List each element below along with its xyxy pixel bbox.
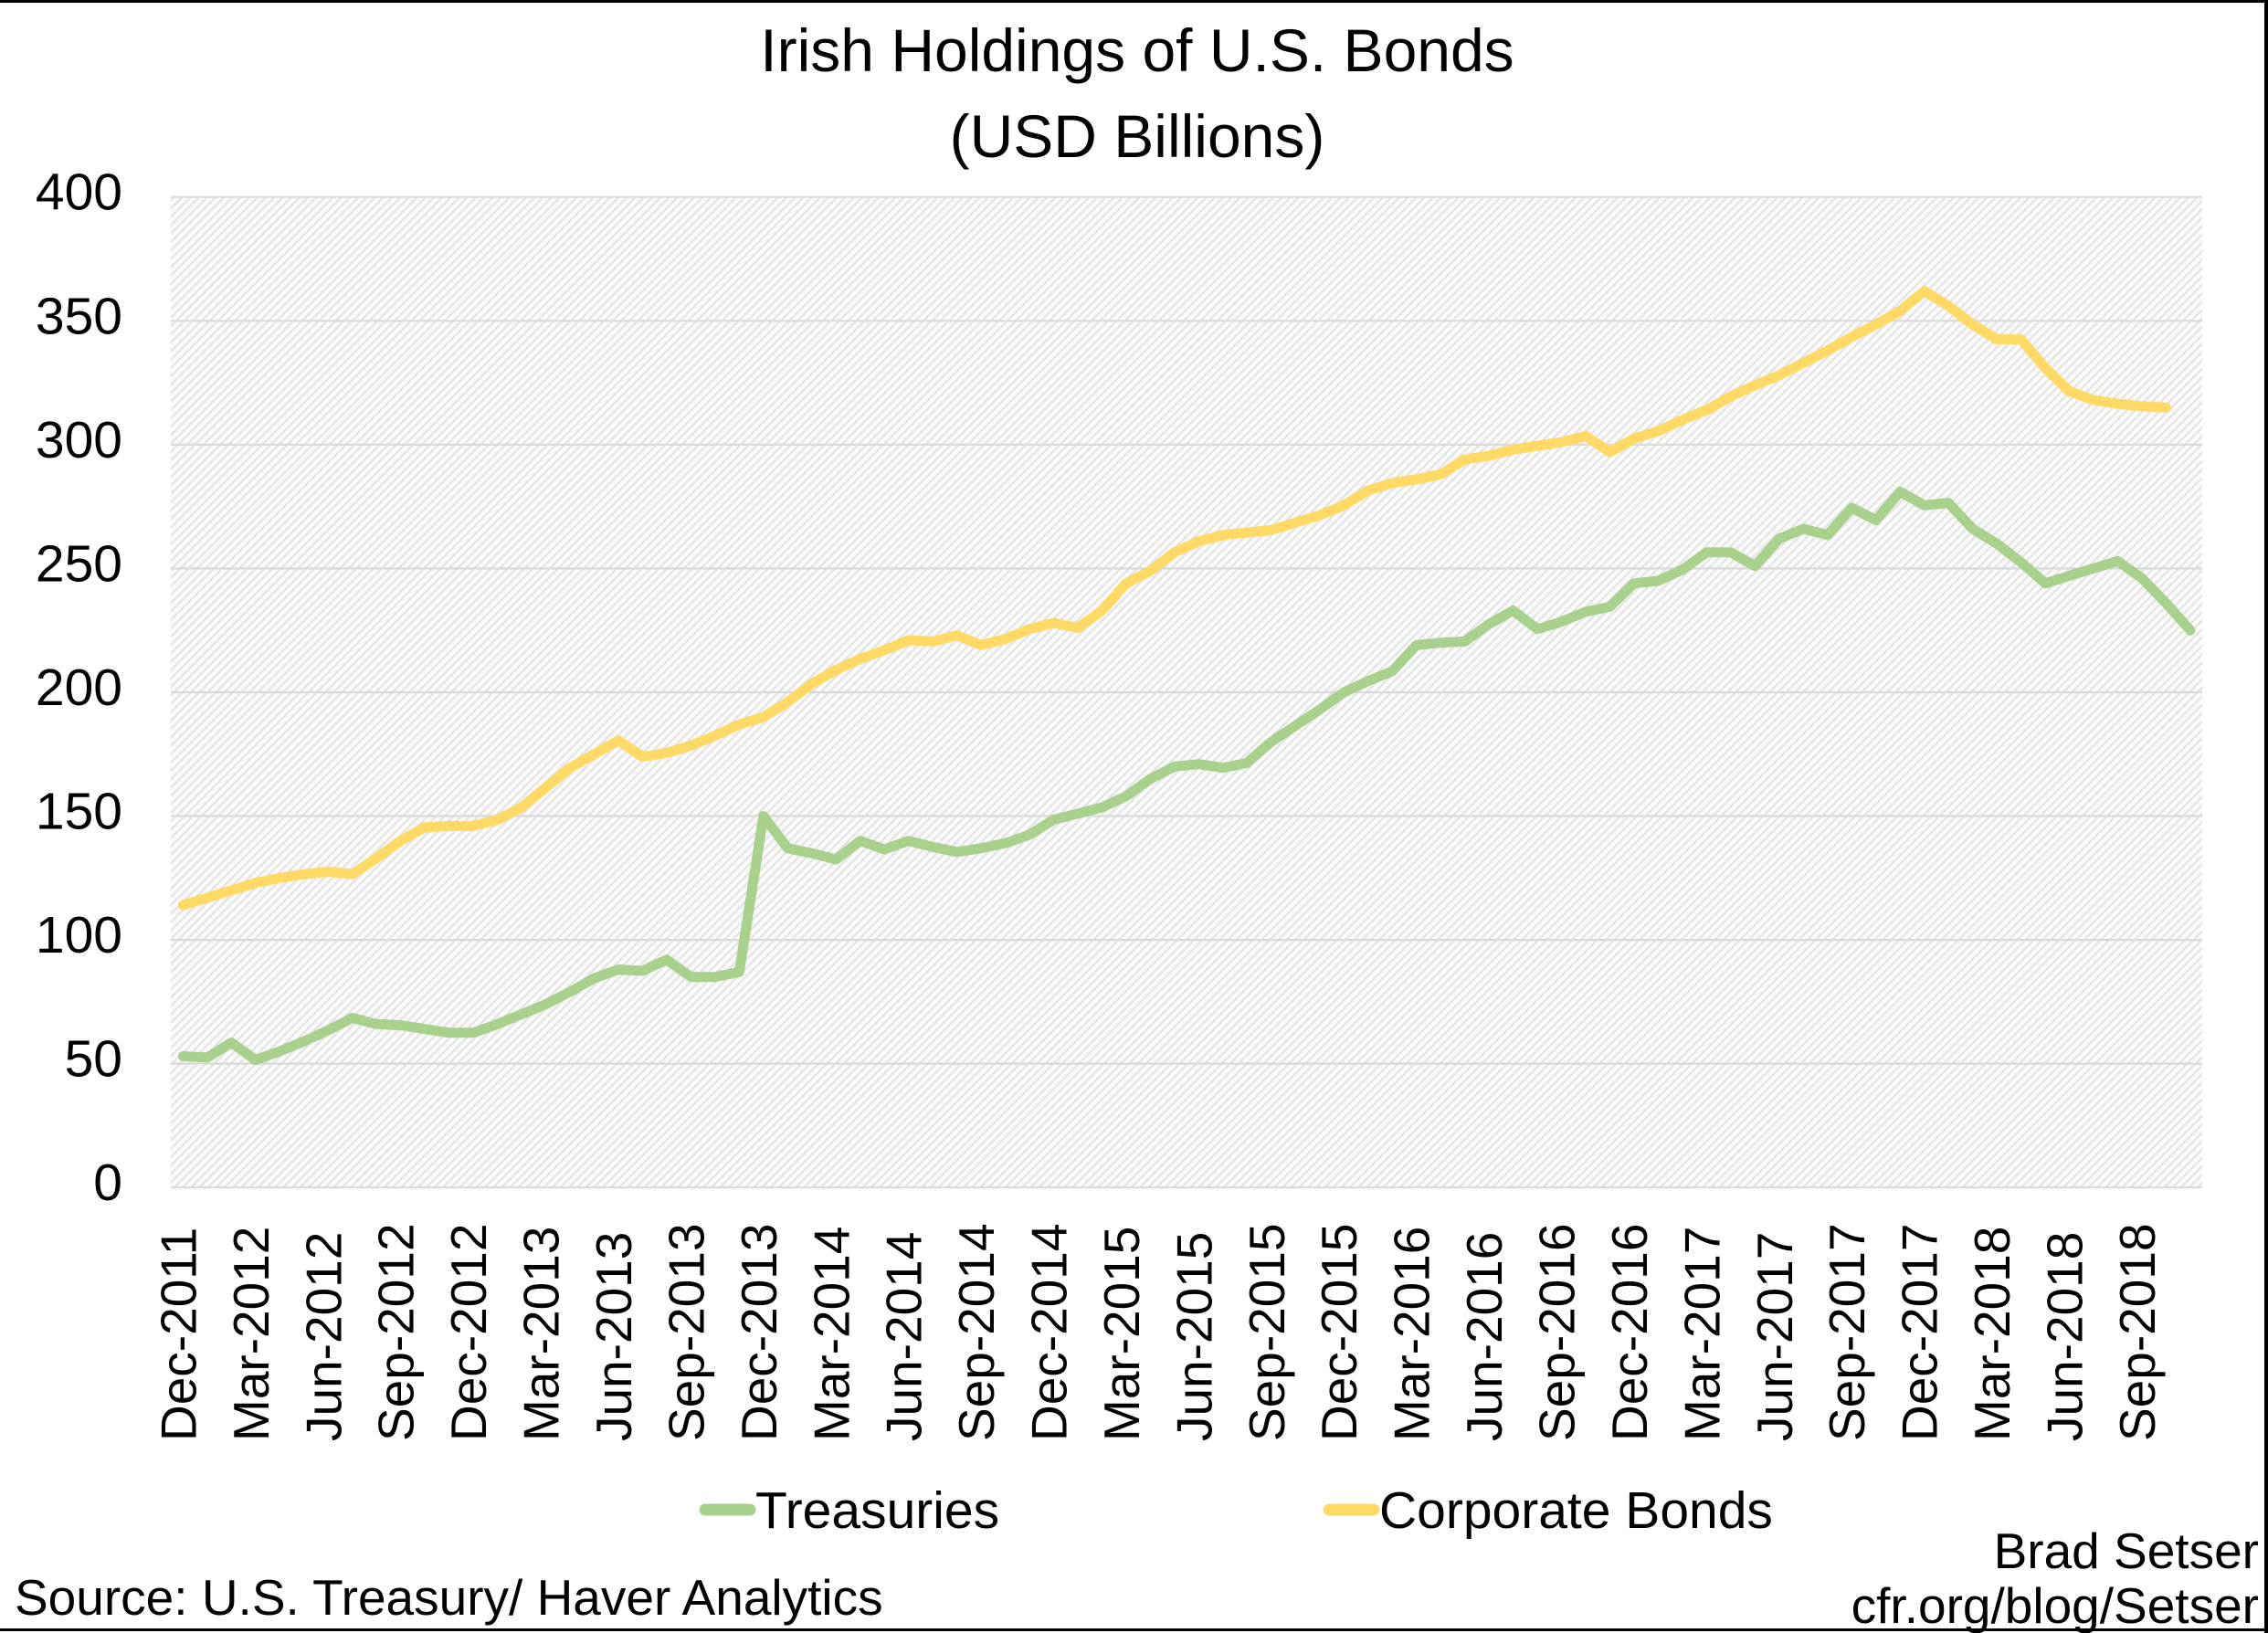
svg-text:150: 150 [36,783,122,841]
svg-text:400: 400 [36,163,122,222]
svg-text:Dec-2015: Dec-2015 [1311,1224,1367,1441]
svg-text:Dec-2011: Dec-2011 [150,1227,206,1441]
svg-text:0: 0 [93,1154,122,1212]
svg-text:50: 50 [65,1030,122,1089]
svg-text:Sep-2012: Sep-2012 [368,1223,425,1441]
svg-text:cfr.org/blog/Setser: cfr.org/blog/Setser [1851,1577,2259,1633]
svg-text:350: 350 [36,287,122,345]
svg-text:Sep-2018: Sep-2018 [2109,1223,2166,1441]
svg-text:Mar-2012: Mar-2012 [223,1227,280,1441]
svg-text:Jun-2015: Jun-2015 [1166,1232,1222,1441]
svg-text:Dec-2016: Dec-2016 [1601,1224,1658,1441]
svg-text:Corporate Bonds: Corporate Bonds [1379,1481,1773,1540]
svg-text:Source: U.S. Treasury/ Haver A: Source: U.S. Treasury/ Haver Analytics [15,1569,883,1626]
svg-text:Mar-2014: Mar-2014 [803,1227,860,1441]
svg-text:Dec-2013: Dec-2013 [731,1224,787,1441]
svg-text:250: 250 [36,534,122,593]
svg-text:Mar-2016: Mar-2016 [1384,1227,1440,1441]
svg-text:Mar-2018: Mar-2018 [1964,1227,2020,1441]
svg-text:Dec-2012: Dec-2012 [440,1224,497,1441]
svg-text:Jun-2013: Jun-2013 [585,1232,642,1441]
svg-text:Brad Setser: Brad Setser [1994,1522,2259,1579]
svg-text:Sep-2014: Sep-2014 [948,1223,1005,1441]
svg-text:Jun-2016: Jun-2016 [1456,1232,1513,1441]
svg-text:Treasuries: Treasuries [755,1481,999,1540]
svg-text:Dec-2017: Dec-2017 [1892,1224,1948,1441]
svg-text:Sep-2013: Sep-2013 [658,1223,714,1441]
svg-text:Jun-2017: Jun-2017 [1746,1232,1803,1441]
svg-text:Sep-2015: Sep-2015 [1239,1223,1295,1441]
svg-text:Sep-2016: Sep-2016 [1529,1223,1586,1441]
svg-text:Jun-2018: Jun-2018 [2037,1232,2094,1441]
svg-text:Jun-2014: Jun-2014 [876,1232,933,1441]
svg-text:Jun-2012: Jun-2012 [295,1232,352,1441]
svg-text:Mar-2017: Mar-2017 [1673,1227,1730,1441]
svg-text:Sep-2017: Sep-2017 [1819,1223,1875,1441]
svg-text:Dec-2014: Dec-2014 [1021,1224,1078,1441]
svg-text:Mar-2015: Mar-2015 [1093,1227,1150,1441]
svg-text:Irish Holdings of U.S. Bonds: Irish Holdings of U.S. Bonds [760,16,1514,84]
svg-text:200: 200 [36,658,122,717]
svg-text:100: 100 [36,906,122,964]
svg-text:(USD Billions): (USD Billions) [950,102,1325,170]
svg-text:Mar-2013: Mar-2013 [513,1227,570,1441]
svg-text:300: 300 [36,411,122,469]
